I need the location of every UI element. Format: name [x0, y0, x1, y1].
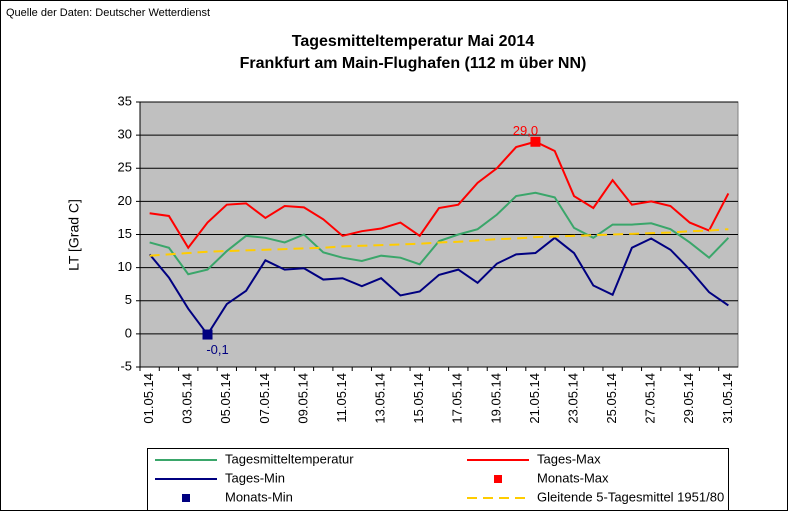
- x-tick-label: 17.05.14: [450, 373, 465, 424]
- legend-label: Monats-Min: [225, 489, 293, 504]
- x-tick-label: 27.05.14: [643, 373, 658, 424]
- y-tick-label: 10: [118, 259, 132, 274]
- legend-label: Gleitende 5-Tagesmittel 1951/80: [537, 489, 724, 504]
- chart-subtitle: Frankfurt am Main-Flughafen (112 m über …: [240, 55, 587, 72]
- x-tick-label: 13.05.14: [373, 373, 388, 424]
- x-tick-label: 05.05.14: [218, 373, 233, 424]
- y-tick-label: 15: [118, 226, 132, 241]
- y-tick-label: 35: [118, 93, 132, 108]
- legend-label: Tages-Min: [225, 470, 285, 485]
- data-label: 29,0: [513, 123, 538, 138]
- x-tick-label: 09.05.14: [295, 373, 310, 424]
- x-tick-label: 15.05.14: [411, 373, 426, 424]
- x-tick-label: 29.05.14: [681, 373, 696, 424]
- x-tick-label: 07.05.14: [257, 373, 272, 424]
- x-tick-label: 01.05.14: [141, 373, 156, 424]
- legend-box: [147, 448, 729, 511]
- legend-label: Tagesmitteltemperatur: [225, 451, 354, 466]
- y-tick-label: -5: [120, 358, 132, 373]
- marker: [530, 136, 541, 147]
- x-tick-label: 25.05.14: [604, 373, 619, 424]
- y-tick-label: 25: [118, 160, 132, 175]
- marker: [202, 329, 213, 340]
- legend-marker: [494, 475, 502, 483]
- series-line: [148, 236, 729, 337]
- legend-label: Tages-Max: [537, 451, 601, 466]
- data-label: -0,1: [206, 342, 228, 357]
- y-tick-label: 20: [118, 193, 132, 208]
- y-axis-label: LT [Grad C]: [66, 199, 82, 271]
- y-tick-label: 0: [125, 325, 132, 340]
- y-tick-label: 5: [125, 292, 132, 307]
- series-line: [149, 140, 730, 250]
- legend-label: Monats-Max: [537, 470, 609, 485]
- chart-title: Tagesmitteltemperatur Mai 2014: [292, 33, 535, 50]
- x-tick-label: 31.05.14: [720, 373, 735, 424]
- y-tick-label: 30: [118, 127, 132, 142]
- x-tick-label: 03.05.14: [180, 373, 195, 424]
- series-line: [149, 191, 730, 276]
- legend-marker: [182, 494, 190, 502]
- x-tick-label: 11.05.14: [334, 373, 349, 423]
- x-tick-label: 19.05.14: [488, 373, 503, 424]
- source-note: Quelle der Daten: Deutscher Wetterdienst: [6, 7, 210, 19]
- x-tick-label: 23.05.14: [565, 373, 580, 424]
- series-line: [149, 228, 729, 257]
- x-tick-label: 21.05.14: [527, 373, 542, 424]
